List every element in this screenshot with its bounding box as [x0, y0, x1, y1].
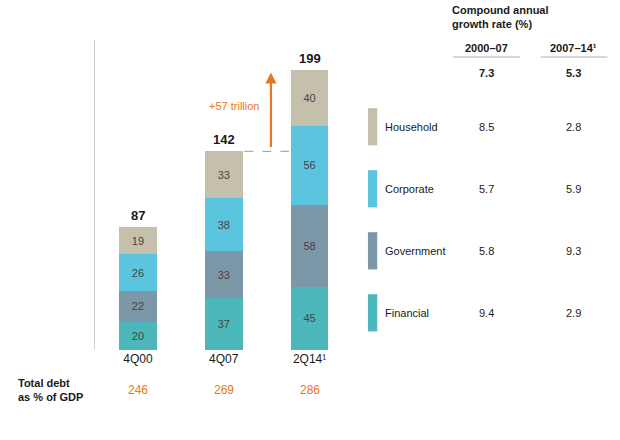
svg-text:2.8: 2.8 [566, 121, 581, 133]
svg-text:5.9: 5.9 [566, 183, 581, 195]
svg-text:2000–07: 2000–07 [465, 42, 508, 54]
svg-text:33: 33 [218, 169, 230, 181]
svg-text:20: 20 [132, 330, 144, 342]
svg-text:2Q14¹: 2Q14¹ [293, 352, 326, 366]
svg-text:Compound annualgrowth rate (%): Compound annualgrowth rate (%) [452, 4, 549, 30]
svg-text:Government: Government [385, 245, 446, 257]
svg-text:199: 199 [299, 51, 321, 66]
svg-text:Total debtas % of GDP: Total debtas % of GDP [18, 377, 83, 403]
svg-text:+57 trillion: +57 trillion [209, 100, 259, 112]
svg-text:Household: Household [385, 121, 438, 133]
svg-text:8.5: 8.5 [479, 121, 494, 133]
svg-text:Financial: Financial [385, 307, 429, 319]
svg-text:5.7: 5.7 [479, 183, 494, 195]
svg-text:33: 33 [218, 269, 230, 281]
svg-text:38: 38 [218, 219, 230, 231]
svg-text:Corporate: Corporate [385, 183, 434, 195]
svg-text:2007–14¹: 2007–14¹ [550, 42, 597, 54]
svg-text:22: 22 [132, 300, 144, 312]
svg-text:142: 142 [213, 132, 235, 147]
svg-text:37: 37 [218, 318, 230, 330]
svg-text:4Q07: 4Q07 [209, 352, 239, 366]
svg-text:9.4: 9.4 [479, 307, 494, 319]
svg-text:2.9: 2.9 [566, 307, 581, 319]
svg-text:45: 45 [303, 312, 315, 324]
svg-text:269: 269 [214, 383, 234, 397]
svg-text:26: 26 [132, 267, 144, 279]
svg-text:87: 87 [131, 208, 145, 223]
svg-text:40: 40 [303, 92, 315, 104]
svg-text:56: 56 [303, 159, 315, 171]
svg-text:58: 58 [303, 240, 315, 252]
svg-text:5.8: 5.8 [479, 245, 494, 257]
svg-text:5.3: 5.3 [566, 67, 581, 79]
svg-text:7.3: 7.3 [479, 67, 494, 79]
svg-text:246: 246 [128, 383, 148, 397]
svg-text:286: 286 [300, 383, 320, 397]
svg-text:4Q00: 4Q00 [123, 352, 153, 366]
svg-text:19: 19 [132, 235, 144, 247]
svg-text:9.3: 9.3 [566, 245, 581, 257]
